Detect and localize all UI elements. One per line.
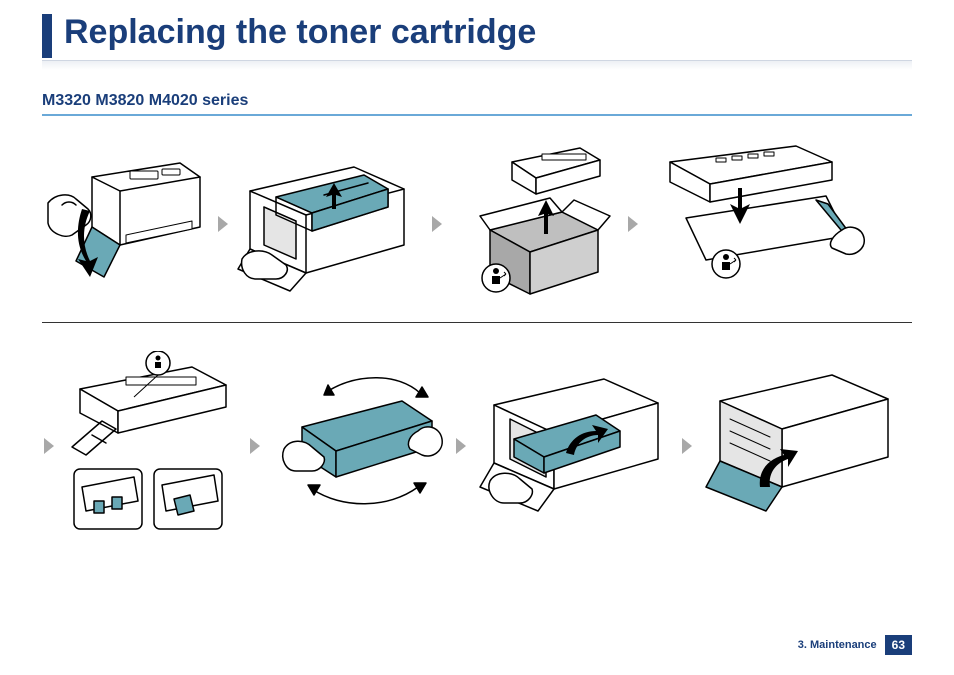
series-subhead: M3320 M3820 M4020 series (42, 92, 912, 116)
step-unbox-new-cartridge (450, 144, 620, 304)
step-remove-old-cartridge (236, 149, 424, 299)
step-arrow-icon (626, 211, 640, 237)
step-remove-sealing-tape (62, 351, 242, 541)
instruction-row-2 (42, 351, 912, 541)
step-insert-new-cartridge (474, 361, 674, 531)
step-arrow-icon (248, 433, 262, 459)
step-arrow-icon (454, 433, 468, 459)
step-arrow-icon (430, 211, 444, 237)
title-underline (42, 60, 912, 70)
row-divider (42, 322, 912, 323)
recycle-icon (482, 264, 510, 292)
step-remove-protective-sheet (646, 144, 866, 304)
recycle-icon (712, 250, 740, 278)
footer-chapter: 3. Maintenance (798, 639, 877, 651)
title-row: Replacing the toner cartridge (42, 14, 912, 58)
footer-page-number: 63 (885, 635, 912, 655)
step-arrow-icon (216, 211, 230, 237)
page-title: Replacing the toner cartridge (64, 14, 536, 51)
step-close-front-cover (700, 361, 900, 531)
title-color-bar (42, 14, 52, 58)
instruction-row-1 (42, 144, 912, 304)
step-open-front-cover (42, 149, 210, 299)
page-footer: 3. Maintenance 63 (798, 635, 912, 655)
step-arrow-icon (680, 433, 694, 459)
step-arrow-icon (42, 433, 56, 459)
manual-page: Replacing the toner cartridge M3320 M382… (0, 0, 954, 675)
recycle-icon (146, 351, 170, 375)
step-shake-cartridge (268, 361, 448, 531)
